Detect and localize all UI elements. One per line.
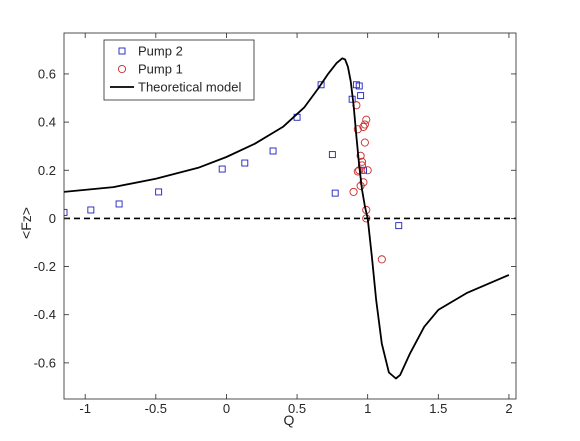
x-axis-label: Q [284, 412, 295, 428]
x-tick-label: 0 [223, 401, 230, 416]
pump-2-point [218, 165, 226, 173]
pump-1-point [356, 151, 365, 160]
pump-2-point [115, 200, 123, 208]
pump-2-point [317, 81, 325, 89]
y-axis-label: <Fz> [18, 207, 34, 239]
pump-2-point [87, 206, 95, 214]
y-tick-label: -0.4 [34, 307, 56, 322]
pump-1-point [359, 122, 368, 131]
pump-2-point [64, 208, 68, 216]
y-tick-label: 0 [49, 211, 56, 226]
theoretical-model-line [64, 57, 510, 380]
x-tick-label: 0.5 [288, 401, 306, 416]
pump-1-point [353, 167, 362, 176]
pump-1-point [360, 138, 369, 147]
y-tick-label: 0.6 [38, 66, 56, 81]
legend-entry-label: Pump 1 [138, 62, 183, 77]
y-tick-label: 0.2 [38, 163, 56, 178]
legend-entry-label: Theoretical model [138, 80, 241, 95]
pump-1-point [353, 125, 362, 134]
pump-2-point [331, 189, 339, 197]
pump-1-point [362, 115, 371, 124]
pump-1-point [349, 187, 358, 196]
pump-1-point [377, 255, 386, 264]
pump-2-point [357, 92, 365, 100]
pump-2-point [241, 159, 249, 167]
pump-2-point [269, 147, 277, 155]
pump-1-point [360, 120, 369, 129]
pump-1-point [359, 178, 368, 187]
pump-1-point [363, 166, 372, 175]
legend-square-swatch [118, 47, 126, 55]
axes-box [63, 32, 517, 400]
x-tick-label: -1 [79, 401, 91, 416]
pump-2-point [328, 151, 336, 159]
x-tick-label: -0.5 [145, 401, 167, 416]
y-tick-label: -0.6 [34, 355, 56, 370]
x-tick-label: 2 [505, 401, 512, 416]
pump-2-point [395, 222, 403, 230]
x-tick-label: 1.5 [429, 401, 447, 416]
pump-2-point [155, 188, 163, 196]
legend-circle-swatch [117, 64, 127, 74]
legend-box [103, 39, 255, 101]
x-tick-label: 1 [364, 401, 371, 416]
y-tick-label: -0.2 [34, 259, 56, 274]
y-tick-label: 0.4 [38, 115, 56, 130]
legend-entry-label: Pump 2 [138, 44, 183, 59]
pump-2-point [355, 82, 363, 90]
